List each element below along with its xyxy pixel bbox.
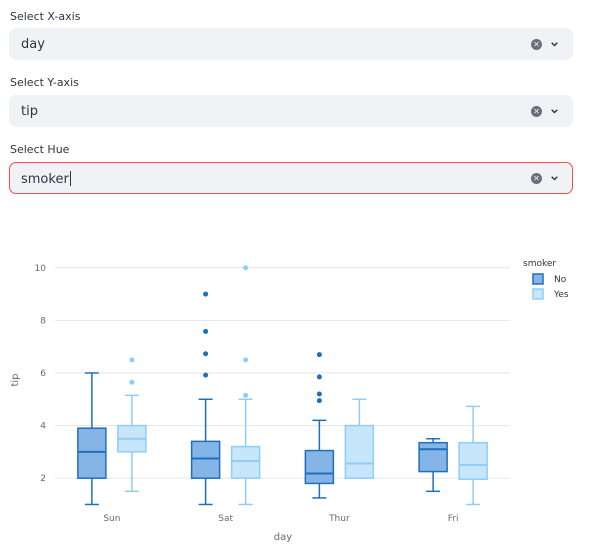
x-axis-title: day: [274, 532, 292, 543]
outlier-point: [243, 357, 249, 363]
hue-label: Select Hue: [10, 143, 70, 156]
y-axis-title: tip: [10, 373, 21, 386]
outlier-point: [316, 352, 322, 358]
legend-label-yes: Yes: [553, 290, 569, 300]
x-axis-value: day: [21, 37, 45, 52]
box-yes: [230, 265, 261, 506]
x-tick-labels: Sun Sat Thur Fri: [103, 514, 458, 524]
outlier-point: [129, 379, 135, 385]
clear-x-axis-icon[interactable]: ✕: [531, 39, 542, 50]
y-tick-label: 2: [40, 474, 46, 484]
outlier-point: [243, 265, 249, 271]
y-tick-label: 6: [40, 369, 46, 379]
x-axis-select[interactable]: day ✕: [9, 28, 573, 60]
legend-swatch-no: [532, 273, 544, 285]
clear-y-axis-icon[interactable]: ✕: [531, 106, 542, 117]
box-plot-chart: 2 4 6 8 10 Sun Sat Thur Fri tip day smoker No Ye…: [10, 259, 569, 543]
legend-label-no: No: [554, 275, 567, 285]
y-axis-select[interactable]: tip ✕: [9, 95, 573, 127]
chevron-down-icon[interactable]: [551, 175, 558, 182]
outlier-point: [203, 291, 209, 297]
box-yes: [458, 405, 488, 506]
x-tick-label: Sat: [218, 514, 233, 524]
legend: smoker No Yes: [523, 259, 569, 300]
outlier-point: [316, 398, 322, 404]
y-tick-labels: 2 4 6 8 10: [35, 264, 47, 484]
box-iqr: [344, 424, 375, 479]
x-tick-label: Sun: [103, 514, 120, 524]
y-axis-label: Select Y-axis: [10, 76, 79, 89]
outlier-point: [316, 374, 322, 380]
outlier-point: [203, 372, 209, 378]
box-iqr: [304, 449, 335, 485]
outlier-point: [316, 391, 322, 397]
box-no: [190, 291, 221, 506]
box-series: [77, 265, 488, 506]
x-tick-label: Fri: [448, 514, 459, 524]
box-iqr: [77, 427, 107, 479]
box-iqr: [458, 441, 488, 480]
box-no: [77, 372, 107, 506]
outlier-point: [203, 351, 209, 357]
hue-value[interactable]: smoker: [21, 171, 71, 187]
box-yes: [117, 357, 147, 493]
legend-title: smoker: [523, 259, 556, 269]
x-axis-label: Select X-axis: [10, 10, 81, 23]
legend-swatch-yes: [532, 288, 544, 300]
outlier-point: [129, 357, 135, 363]
box-iqr: [190, 440, 221, 479]
outlier-point: [203, 328, 209, 334]
x-tick-label: Thur: [328, 514, 350, 524]
box-yes: [344, 398, 375, 479]
box-iqr: [418, 441, 448, 473]
outlier-point: [243, 392, 249, 398]
y-tick-label: 10: [35, 264, 47, 274]
clear-hue-icon[interactable]: ✕: [531, 173, 542, 184]
y-tick-label: 4: [40, 422, 46, 432]
chevron-down-icon[interactable]: [551, 108, 558, 115]
y-tick-label: 8: [40, 316, 46, 326]
chevron-down-icon[interactable]: [551, 41, 558, 48]
box-iqr: [230, 445, 261, 479]
y-axis-value: tip: [21, 104, 38, 119]
box-no: [304, 352, 335, 499]
box-no: [418, 437, 448, 493]
hue-select[interactable]: smoker ✕: [9, 162, 573, 194]
